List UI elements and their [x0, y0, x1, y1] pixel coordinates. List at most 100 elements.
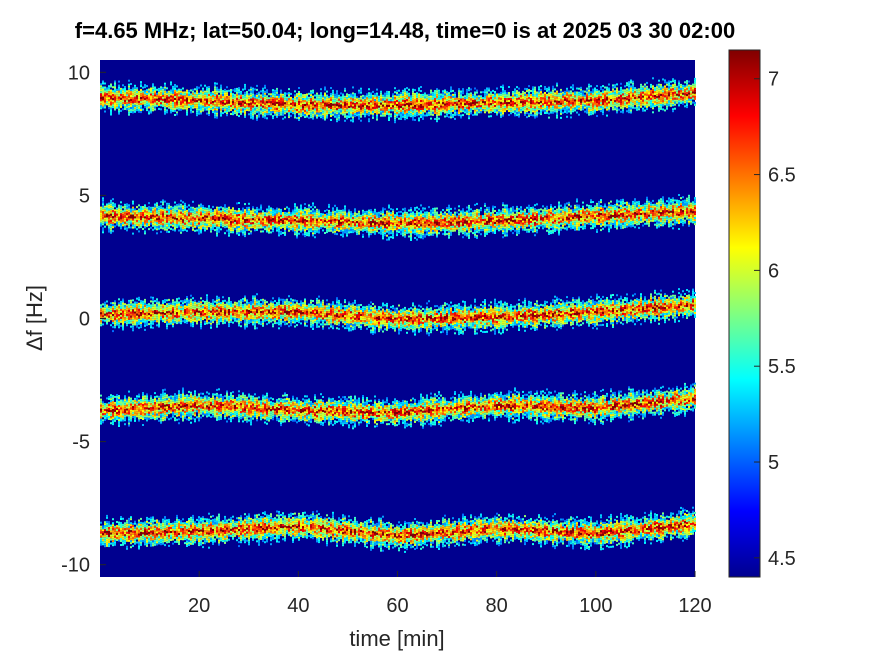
spectral-cell — [694, 81, 696, 84]
spectral-cell — [202, 99, 204, 102]
spectral-cell — [228, 99, 230, 102]
spectral-cell — [622, 93, 624, 96]
spectral-cell — [242, 209, 244, 212]
spectral-cell — [584, 110, 586, 113]
spectral-cell — [210, 214, 212, 217]
spectral-cell — [332, 93, 334, 96]
spectral-cell — [270, 211, 272, 214]
spectral-cell — [238, 220, 240, 222]
spectral-cell — [596, 89, 598, 91]
spectral-cell — [288, 104, 290, 107]
spectral-cell — [542, 95, 544, 98]
spectral-cell — [248, 103, 250, 106]
spectral-cell — [456, 101, 458, 104]
spectral-cell — [256, 92, 258, 95]
spectral-cell — [372, 108, 374, 111]
spectral-cell — [128, 79, 130, 82]
spectral-cell — [300, 220, 302, 223]
spectral-cell — [106, 91, 108, 94]
spectral-cell — [298, 214, 300, 217]
spectral-cell — [282, 224, 284, 226]
spectral-cell — [268, 111, 270, 114]
spectral-cell — [288, 96, 290, 99]
spectral-cell — [360, 115, 362, 118]
spectral-cell — [182, 91, 184, 94]
spectral-cell — [146, 221, 148, 224]
spectral-cell — [356, 106, 358, 109]
spectral-cell — [444, 111, 446, 114]
spectral-cell — [532, 108, 534, 111]
spectral-cell — [324, 96, 326, 99]
spectral-cell — [334, 107, 336, 110]
spectral-cell — [250, 98, 252, 101]
spectral-cell — [274, 113, 276, 116]
spectral-cell — [610, 99, 612, 101]
spectral-cell — [224, 88, 226, 91]
spectral-cell — [208, 114, 210, 116]
spectral-cell — [222, 106, 224, 109]
spectral-cell — [268, 209, 270, 212]
spectral-cell — [400, 92, 402, 94]
spectral-cell — [272, 228, 274, 231]
spectral-cell — [300, 93, 302, 96]
spectral-cell — [372, 114, 374, 117]
spectral-cell — [334, 111, 336, 114]
spectral-cell — [262, 210, 264, 213]
spectral-cell — [684, 91, 686, 94]
spectral-cell — [398, 113, 400, 116]
spectral-cell — [112, 90, 114, 93]
spectral-cell — [210, 92, 212, 95]
spectral-cell — [612, 84, 614, 87]
spectral-cell — [488, 101, 490, 104]
spectral-cell — [178, 223, 180, 226]
spectral-cell — [588, 89, 590, 92]
spectral-cell — [642, 95, 644, 98]
spectral-cell — [166, 111, 168, 114]
spectral-cell — [342, 97, 344, 100]
spectral-cell — [630, 97, 632, 100]
spectral-cell — [376, 102, 378, 105]
spectral-cell — [688, 80, 690, 83]
spectral-cell — [350, 95, 352, 98]
spectral-cell — [642, 109, 644, 112]
spectral-cell — [336, 98, 338, 101]
spectral-cell — [480, 101, 482, 104]
spectral-cell — [678, 92, 680, 95]
spectral-cell — [510, 98, 512, 101]
spectral-cell — [482, 97, 484, 100]
spectral-cell — [642, 87, 644, 90]
spectral-cell — [650, 85, 652, 88]
spectral-cell — [180, 88, 182, 91]
spectral-cell — [436, 114, 438, 117]
spectral-cell — [312, 234, 314, 237]
spectral-cell — [662, 102, 664, 105]
spectral-cell — [132, 224, 134, 227]
spectral-cell — [326, 102, 328, 105]
spectral-cell — [684, 87, 686, 90]
spectral-cell — [432, 93, 434, 96]
spectral-cell — [108, 107, 110, 110]
spectral-cell — [264, 90, 266, 93]
spectral-cell — [532, 102, 534, 105]
spectral-cell — [464, 97, 466, 100]
spectral-cell — [450, 102, 452, 105]
spectral-cell — [234, 221, 236, 224]
spectral-cell — [100, 97, 102, 100]
spectral-cell — [404, 104, 406, 107]
spectral-cell — [392, 107, 394, 110]
spectral-cell — [334, 95, 336, 98]
spectral-cell — [504, 96, 506, 99]
spectral-cell — [208, 88, 210, 90]
spectral-cell — [400, 114, 402, 116]
spectral-cell — [472, 106, 474, 108]
spectral-cell — [266, 214, 268, 217]
spectral-cell — [386, 102, 388, 105]
spectral-cell — [226, 110, 228, 113]
spectral-cell — [684, 105, 686, 108]
spectral-cell — [660, 87, 662, 90]
spectral-cell — [426, 106, 428, 109]
spectral-cell — [504, 104, 506, 107]
spectral-cell — [368, 102, 370, 105]
spectral-cell — [274, 107, 276, 110]
spectral-cell — [416, 108, 418, 111]
